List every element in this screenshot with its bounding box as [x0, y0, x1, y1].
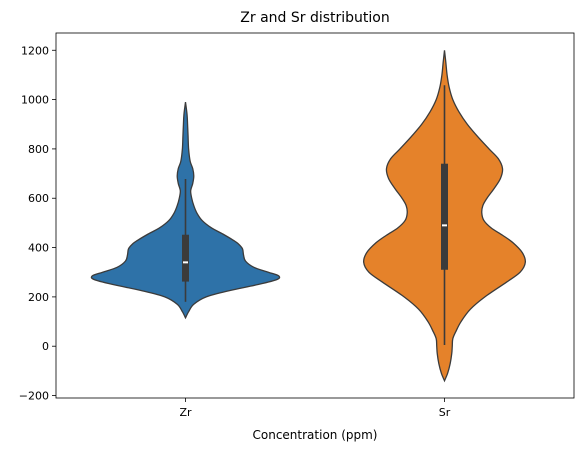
y-axis-ticks: −200 0 200 400 600 800 1000 1200: [19, 44, 56, 403]
iqr-box-sr: [441, 163, 448, 270]
y-tick-label: −200: [19, 390, 49, 403]
x-tick-label-zr: Zr: [179, 406, 192, 419]
x-tick-label-sr: Sr: [439, 406, 451, 419]
y-tick-label: 600: [28, 192, 49, 205]
violins-layer: [90, 50, 527, 383]
x-axis-label: Concentration (ppm): [253, 428, 378, 442]
y-tick-label: 400: [28, 242, 49, 255]
x-axis-ticks: Zr Sr: [179, 398, 451, 419]
chart-title: Zr and Sr distribution: [240, 10, 389, 26]
y-tick-label: 800: [28, 143, 49, 156]
y-tick-label: 1000: [21, 94, 49, 107]
iqr-box-zr: [182, 234, 189, 282]
y-tick-label: 200: [28, 291, 49, 304]
plot-frame: [55, 32, 575, 399]
y-tick-label: 0: [42, 340, 49, 353]
y-tick-label: 1200: [21, 44, 49, 57]
